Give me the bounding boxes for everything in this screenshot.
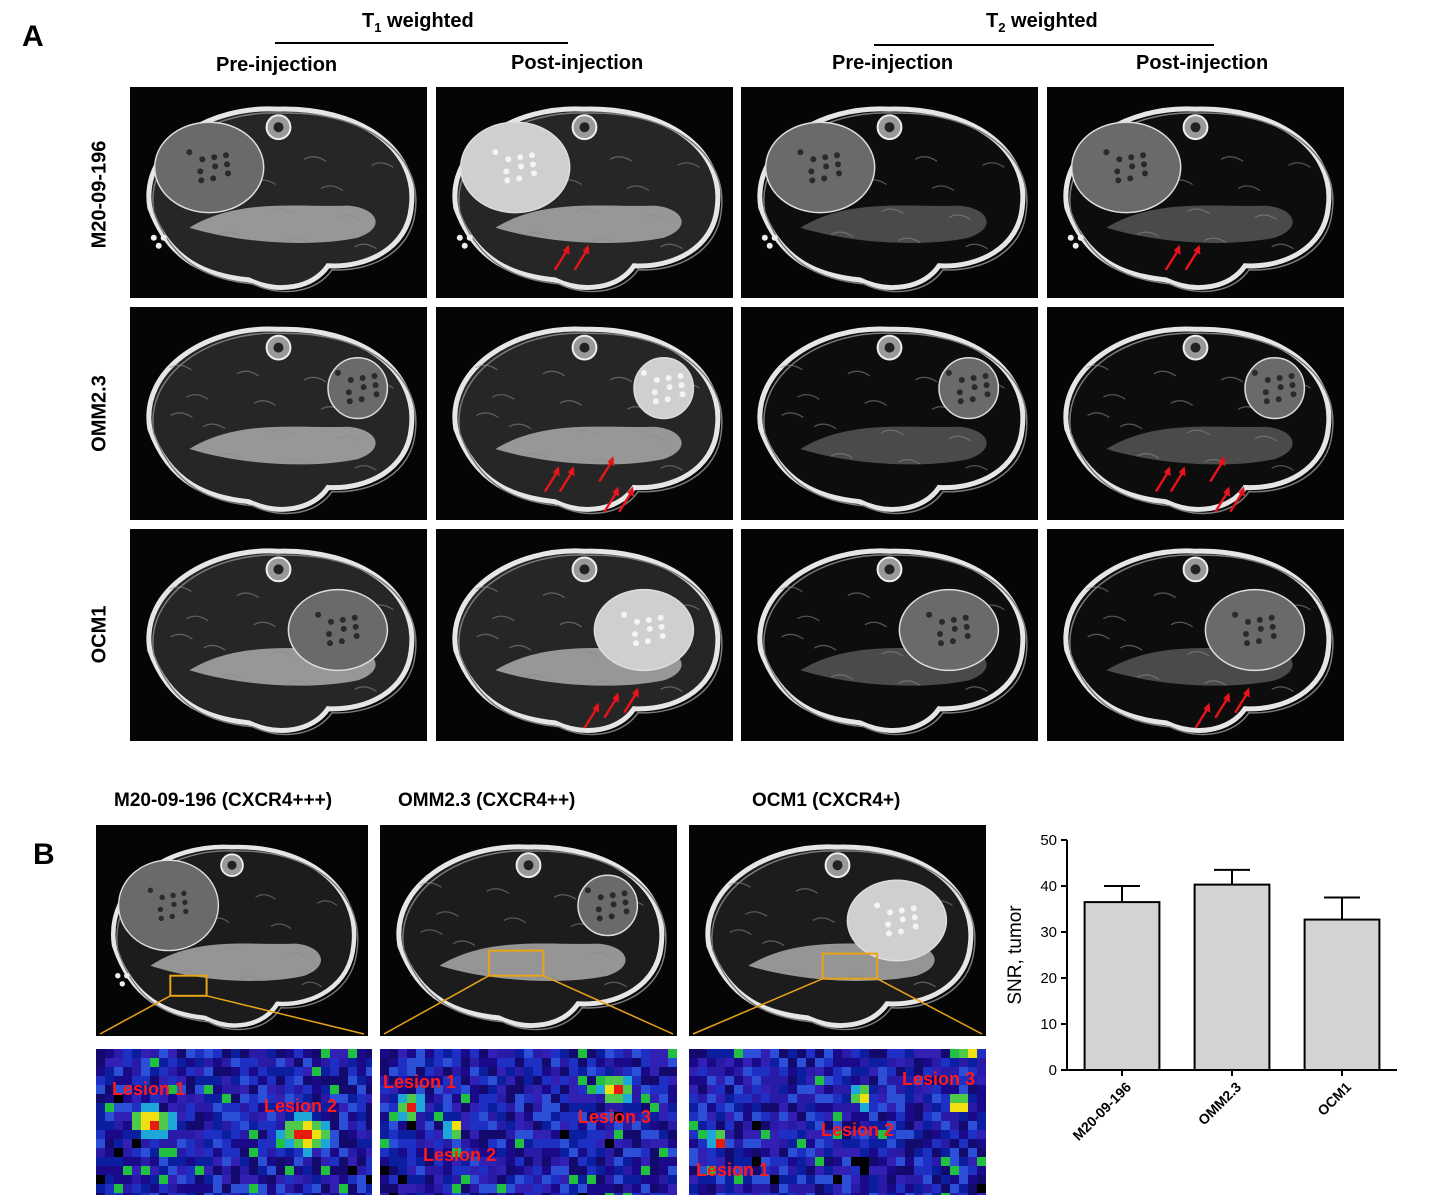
x-tick-label: OMM2.3 <box>1195 1079 1244 1128</box>
panel-b-title-omm23: OMM2.3 (CXCR4++) <box>398 790 576 811</box>
col-header-t2-post: Post-injection <box>1136 52 1269 74</box>
x-tick-label: OCM1 <box>1314 1079 1354 1119</box>
row-label-ocm1: OCM1 <box>88 605 111 664</box>
bar <box>1193 883 1271 1072</box>
lesion-label-m20-2: Lesion 2 <box>264 1096 338 1116</box>
col-header-t1-pre: Pre-injection <box>216 54 338 76</box>
bar <box>1303 918 1381 1071</box>
mri-omm23-t1-post <box>436 307 733 520</box>
t1-subscript: 1 <box>374 20 382 35</box>
lesion-label-ocm1-3: Lesion 3 <box>902 1069 976 1089</box>
mri-m20-t1-post <box>436 87 733 298</box>
t2-bracket-line <box>874 44 1214 46</box>
col-header-t2-pre: Pre-injection <box>832 52 954 74</box>
y-axis-label: SNR, tumor <box>1005 905 1026 1005</box>
panel-b-letter: B <box>33 838 55 871</box>
t2-weighted-header: T2 weighted <box>986 10 1098 35</box>
t2-subscript: 2 <box>998 20 1006 35</box>
mri-m20-t2-post <box>1047 87 1344 298</box>
row-label-m20: M20-09-196 <box>88 140 111 249</box>
panel-a-letter: A <box>22 20 44 53</box>
y-tick-label: 20 <box>1040 970 1057 987</box>
row-label-omm23: OMM2.3 <box>88 375 111 452</box>
mri-m20-t1-pre <box>130 87 427 298</box>
mri-m20-t2-pre <box>741 87 1038 298</box>
mri-omm23-t1-pre <box>130 307 427 520</box>
lesion-label-omm23-3: Lesion 3 <box>578 1107 652 1127</box>
y-tick-label: 30 <box>1040 924 1057 941</box>
mri-omm23-t2-post <box>1047 307 1344 520</box>
x-tick-label: M20-09-196 <box>1069 1079 1134 1144</box>
mri-ocm1-t1-post <box>436 529 733 741</box>
bar <box>1083 901 1161 1071</box>
mri-ocm1-t2-post <box>1047 529 1344 741</box>
panel-b-mri-m20 <box>96 825 368 1036</box>
panel-b-title-m20: M20-09-196 (CXCR4+++) <box>114 790 333 811</box>
lesion-label-ocm1-1: Lesion 1 <box>696 1160 770 1180</box>
t1-weighted-header: T1 weighted <box>362 10 474 35</box>
heatmap-m20 <box>96 1049 372 1195</box>
lesion-label-omm23-1: Lesion 1 <box>383 1072 457 1092</box>
panel-b-mri-ocm1 <box>689 825 986 1036</box>
mri-ocm1-t2-pre <box>741 529 1038 741</box>
t2-suffix: weighted <box>1005 10 1098 32</box>
t1-suffix: weighted <box>381 10 474 32</box>
t1-bracket-line <box>275 42 568 44</box>
col-header-t1-post: Post-injection <box>511 52 644 74</box>
y-tick-label: 50 <box>1040 832 1057 849</box>
panel-b-mri-omm23 <box>380 825 677 1036</box>
mri-ocm1-t1-pre <box>130 529 427 741</box>
t1-letter: T <box>362 10 375 32</box>
y-tick-label: 10 <box>1040 1016 1057 1033</box>
panel-b-title-ocm1: OCM1 (CXCR4+) <box>752 790 901 811</box>
lesion-label-omm23-2: Lesion 2 <box>423 1145 497 1165</box>
snr-bar-chart: 0 10 20 30 40 50 SNR, tumor M20-09-196 OMM2.3 OCM… <box>1005 832 1397 1144</box>
y-tick-label: 40 <box>1040 878 1057 895</box>
heatmap-omm23 <box>380 1049 677 1195</box>
mri-omm23-t2-pre <box>741 307 1038 520</box>
t2-letter: T <box>986 10 999 32</box>
heatmap-ocm1 <box>689 1049 986 1195</box>
lesion-label-m20-1: Lesion 1 <box>112 1079 186 1099</box>
y-tick-label: 0 <box>1049 1062 1057 1079</box>
lesion-label-ocm1-2: Lesion 2 <box>821 1120 895 1140</box>
